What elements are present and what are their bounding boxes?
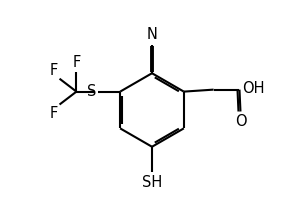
Text: OH: OH (243, 81, 265, 96)
Text: S: S (87, 84, 96, 99)
Text: SH: SH (142, 175, 162, 190)
Text: F: F (72, 55, 81, 70)
Text: O: O (235, 114, 246, 129)
Text: F: F (49, 63, 58, 78)
Text: F: F (49, 106, 58, 121)
Text: N: N (146, 27, 157, 43)
